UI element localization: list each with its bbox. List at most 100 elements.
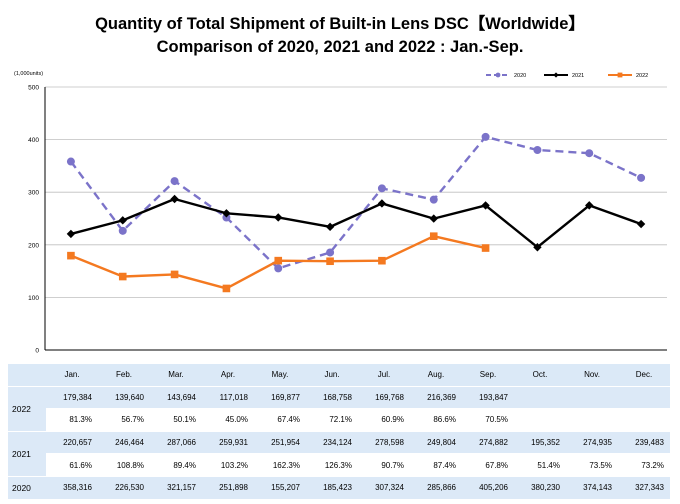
data-point-2021	[170, 194, 179, 204]
percent-cell	[566, 408, 618, 432]
data-point-2021	[377, 199, 387, 208]
units-cell: 226,530	[98, 476, 150, 500]
chart-title-line2: Comparison of 2020, 2021 and 2022 : Jan.…	[156, 38, 524, 56]
table-header-row: Jan. Feb. Mar. Apr. May. Jun. Jul. Aug. Sep. Oct.…	[8, 364, 670, 387]
legend-marker-2022	[617, 72, 623, 78]
units-cell: 307,324	[358, 476, 410, 500]
units-cell: 185,423	[306, 476, 358, 500]
y-tick-label: 500	[28, 85, 39, 92]
percent-cell: 67.4%	[254, 408, 306, 432]
units-cell: 380,230	[514, 476, 566, 500]
data-point-2020	[429, 195, 438, 204]
data-table: Jan. Feb. Mar. Apr. May. Jun. Jul. Aug. Sep. Oct.…	[8, 364, 670, 500]
data-point-2022	[378, 256, 386, 265]
percent-cell: 61.6%	[46, 453, 98, 477]
legend-label-2021: 2021	[572, 73, 584, 79]
percent-cell: 73.5%	[566, 453, 618, 477]
month-header: Apr.	[202, 364, 254, 387]
month-header: Feb.	[98, 364, 150, 387]
percent-cell: 103.2%	[202, 453, 254, 477]
chart-title-line1: Quantity of Total Shipment of Built-in L…	[95, 15, 585, 33]
units-cell: 220,657	[46, 431, 98, 455]
month-header: Mar.	[150, 364, 202, 387]
percent-cell: 73.2%	[618, 453, 670, 477]
legend-label-2022: 2022	[636, 73, 648, 79]
data-point-2021	[585, 201, 594, 210]
line-chart: 0 100 200 300 400 500 (1,000units) 2020 2021 2022	[14, 71, 667, 355]
data-point-2021	[222, 209, 231, 218]
percent-cell: 81.3%	[46, 408, 98, 432]
table-corner-cell	[8, 364, 46, 387]
units-cell: 251,898	[202, 476, 254, 500]
units-cell: 246,464	[98, 431, 150, 455]
data-point-2022	[118, 272, 127, 281]
units-cell	[514, 386, 566, 410]
legend-marker-2021	[553, 72, 559, 78]
units-cell: 405,206	[462, 476, 514, 500]
table-row: 81.3% 56.7% 50.1% 45.0% 67.4% 72.1% 60.9% 86.6%…	[8, 408, 670, 432]
data-point-2020	[222, 213, 231, 222]
data-point-2020	[274, 264, 283, 273]
month-header: Aug.	[410, 364, 462, 387]
data-point-2022	[326, 257, 334, 266]
percent-cell: 67.8%	[462, 453, 514, 477]
units-cell: 259,931	[202, 431, 254, 455]
units-cell: 169,877	[254, 386, 306, 410]
units-cell: 179,384	[46, 386, 98, 410]
series-line-2021	[70, 197, 642, 249]
data-point-2021	[274, 213, 283, 222]
legend-marker-2020	[495, 72, 501, 78]
data-point-2021	[636, 219, 646, 229]
y-tick-label: 100	[28, 295, 39, 302]
percent-cell: 70.5%	[462, 408, 514, 432]
units-cell: 274,882	[462, 431, 514, 455]
data-point-2021	[429, 214, 438, 223]
percent-cell: 60.9%	[358, 408, 410, 432]
data-point-2020	[326, 248, 335, 257]
data-point-2022	[170, 270, 179, 279]
data-point-2020	[170, 177, 179, 186]
units-cell: 155,207	[254, 476, 306, 500]
units-cell	[566, 386, 618, 410]
month-header: May.	[254, 364, 306, 387]
data-point-2022	[274, 256, 283, 265]
units-cell: 285,866	[410, 476, 462, 500]
unit-label: (1,000units)	[14, 71, 43, 77]
legend-label-2020: 2020	[514, 73, 526, 79]
units-cell: 139,640	[98, 386, 150, 410]
units-cell: 251,954	[254, 431, 306, 455]
y-tick-label: 0	[35, 348, 39, 355]
units-cell: 274,935	[566, 431, 618, 455]
data-point-2022	[222, 284, 231, 293]
data-point-2020	[377, 184, 386, 193]
units-cell: 234,124	[306, 431, 358, 455]
data-point-2020	[585, 149, 594, 158]
table-row: 2020 358,316 226,530 321,157 251,898 155,207 1…	[8, 476, 670, 500]
month-header: Jan.	[46, 364, 98, 387]
data-point-2020	[637, 173, 646, 182]
series-line-2020	[69, 135, 642, 270]
data-point-2022	[429, 232, 438, 240]
units-cell: 169,768	[358, 386, 410, 410]
percent-cell: 50.1%	[150, 408, 202, 432]
data-point-2020	[66, 157, 75, 166]
data-point-2022	[481, 244, 490, 252]
table-row: 61.6% 108.8% 89.4% 103.2% 162.3% 126.3% 90.7% 8…	[8, 453, 670, 477]
data-point-2020	[533, 145, 542, 154]
data-point-2021	[118, 216, 127, 225]
units-cell: 193,847	[462, 386, 514, 410]
year-label: 2022	[8, 386, 46, 432]
year-label: 2021	[8, 431, 46, 477]
units-cell: 287,066	[150, 431, 202, 455]
month-header: Nov.	[566, 364, 618, 387]
units-cell: 278,598	[358, 431, 410, 455]
percent-cell: 86.6%	[410, 408, 462, 432]
table-row: 2022 179,384 139,640 143,694 117,018 169,877 1…	[8, 386, 670, 432]
percent-cell: 87.4%	[410, 453, 462, 477]
year-label: 2020	[8, 476, 46, 500]
y-tick-label: 400	[28, 137, 39, 144]
percent-cell: 162.3%	[254, 453, 306, 477]
percent-cell: 90.7%	[358, 453, 410, 477]
data-point-2021	[66, 229, 76, 239]
data-point-2021	[481, 201, 490, 210]
